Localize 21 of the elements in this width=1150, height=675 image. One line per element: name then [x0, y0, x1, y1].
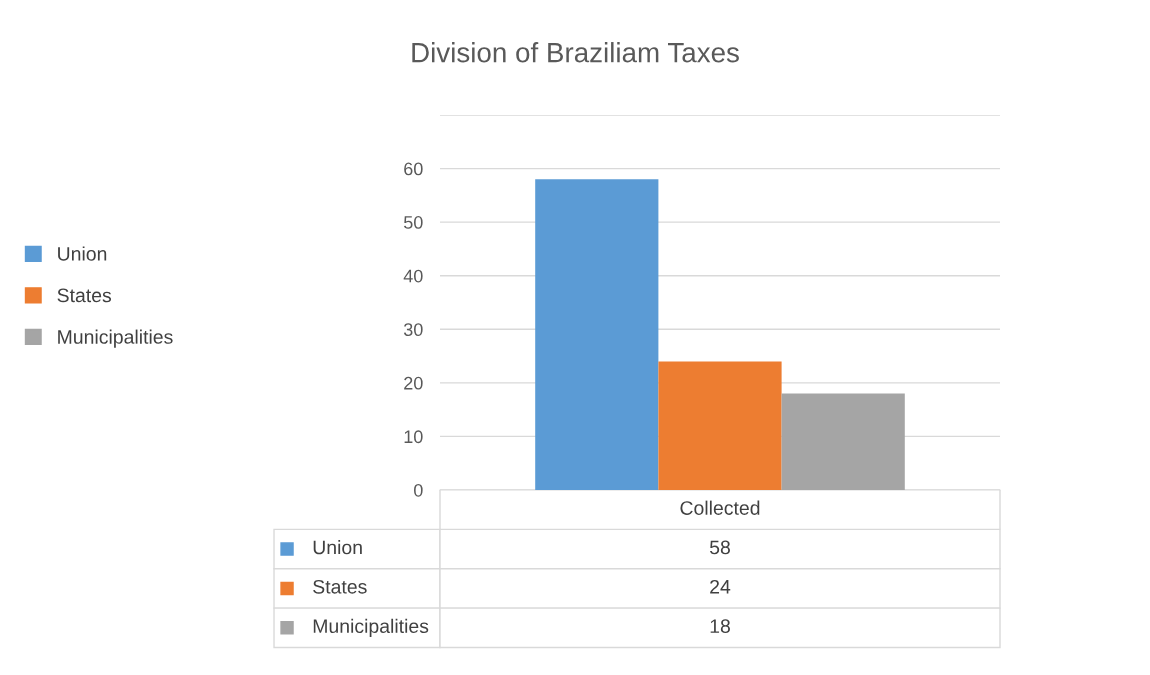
text: Union [58, 246, 107, 261]
bar [781, 393, 905, 490]
text: 18 [710, 619, 730, 634]
y-tick-label: 0 [414, 483, 423, 497]
legend-label: Municipalities [313, 618, 429, 637]
y-tick-label: 30 [403, 323, 423, 337]
text: 58 [709, 540, 730, 555]
y-tick-label: 50 [403, 216, 423, 229]
text: 24 [710, 579, 731, 594]
text: States [57, 288, 112, 303]
bar [535, 179, 659, 490]
chart-title: Division of Braziliam Taxes [412, 42, 739, 63]
y-tick-label: 20 [404, 376, 423, 390]
x-tick-label: Collected [680, 500, 760, 515]
legend-label: States [313, 579, 367, 594]
y-tick-label: 40 [403, 269, 423, 283]
bar [658, 361, 782, 490]
y-tick-label: 10 [404, 430, 423, 444]
legend-label: Union [313, 540, 362, 555]
text: Municipalities [58, 329, 173, 348]
y-tick-label: 60 [404, 162, 423, 176]
